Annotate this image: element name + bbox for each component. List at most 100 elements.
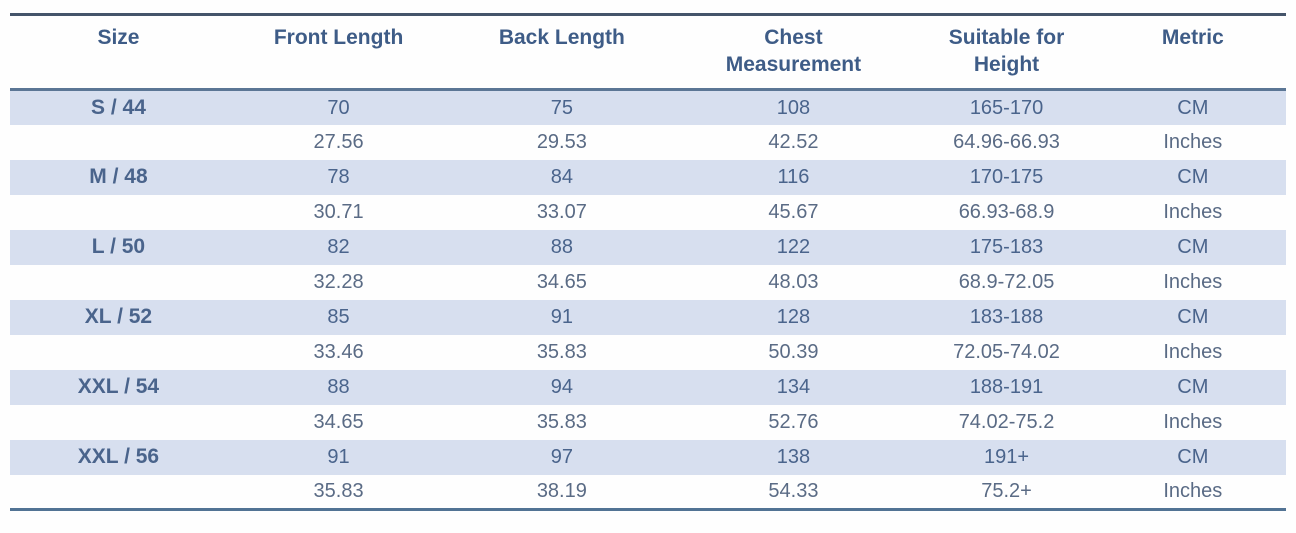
chest-cell: 52.76 xyxy=(768,411,819,433)
front-length-cell: 82 xyxy=(327,236,350,258)
header-suitable-height-label: Suitable for Height xyxy=(948,26,1065,76)
chest-cell: 138 xyxy=(776,446,811,468)
height-cell: 165-170 xyxy=(969,96,1044,119)
header-front-length: Front Length xyxy=(227,15,450,90)
size-cell xyxy=(10,195,227,230)
chest-cell: 134 xyxy=(776,376,811,398)
height-cell: 175-183 xyxy=(969,236,1044,258)
chest-cell: 128 xyxy=(776,306,811,328)
front-length-cell: 32.28 xyxy=(313,271,364,293)
front-length-cell: 33.46 xyxy=(313,341,364,363)
size-chart-table: Size Front Length Back Length Chest Meas… xyxy=(10,13,1286,511)
metric-cell: Inches xyxy=(1163,201,1223,223)
chest-cell: 116 xyxy=(777,166,810,188)
back-length-cell: 34.65 xyxy=(536,271,587,293)
chest-cell: 45.67 xyxy=(768,201,819,223)
size-cell xyxy=(10,405,227,440)
metric-cell: Inches xyxy=(1163,271,1223,293)
back-length-cell: 75 xyxy=(550,96,573,119)
metric-cell: Inches xyxy=(1163,411,1223,433)
front-length-cell: 91 xyxy=(327,446,350,468)
metric-cell: CM xyxy=(1177,376,1209,398)
back-length-cell: 35.83 xyxy=(536,341,587,363)
table-row-xxl54-inches: 34.65 35.83 52.76 74.02-75.2 Inches xyxy=(10,404,1286,440)
table-row-s44-cm: S / 44 70 75 108 165-170 CM xyxy=(10,89,1286,125)
chest-cell: 108 xyxy=(776,96,811,119)
metric-cell: CM xyxy=(1177,236,1209,258)
size-cell xyxy=(10,265,227,300)
back-length-cell: 29.53 xyxy=(536,131,587,153)
back-length-cell: 84 xyxy=(550,166,573,188)
table-row-m48-inches: 30.71 33.07 45.67 66.93-68.9 Inches xyxy=(10,194,1286,230)
header-back-length-label: Back Length xyxy=(498,26,625,49)
metric-cell: Inches xyxy=(1163,480,1223,503)
front-length-cell: 35.83 xyxy=(313,480,364,503)
height-cell: 75.2+ xyxy=(981,480,1032,503)
front-length-cell: 88 xyxy=(327,376,350,398)
size-cell: XL / 52 xyxy=(84,305,153,328)
table-body: S / 44 70 75 108 165-170 CM 27.56 29.53 … xyxy=(10,89,1286,510)
height-cell: 191+ xyxy=(983,446,1030,468)
header-back-length: Back Length xyxy=(450,15,673,90)
size-cell: M / 48 xyxy=(89,165,148,188)
front-length-cell: 70 xyxy=(327,96,350,119)
chest-cell: 48.03 xyxy=(768,271,819,293)
height-cell: 64.96-66.93 xyxy=(953,131,1060,153)
table-row-l50-inches: 32.28 34.65 48.03 68.9-72.05 Inches xyxy=(10,264,1286,300)
table-row-xl52-cm: XL / 52 85 91 128 183-188 CM xyxy=(10,299,1286,335)
metric-cell: CM xyxy=(1177,166,1209,188)
size-cell xyxy=(10,125,227,160)
table-row-l50-cm: L / 50 82 88 122 175-183 CM xyxy=(10,229,1286,265)
front-length-cell: 34.65 xyxy=(313,411,364,433)
chest-cell: 50.39 xyxy=(768,341,819,363)
table-row-s44-inches: 27.56 29.53 42.52 64.96-66.93 Inches xyxy=(10,124,1286,160)
size-cell xyxy=(10,475,227,510)
header-size: Size xyxy=(10,15,227,90)
table-header: Size Front Length Back Length Chest Meas… xyxy=(10,15,1286,90)
back-length-cell: 35.83 xyxy=(536,411,587,433)
chest-cell: 122 xyxy=(776,236,811,258)
height-cell: 188-191 xyxy=(969,376,1044,398)
front-length-cell: 78 xyxy=(327,166,350,188)
height-cell: 183-188 xyxy=(969,306,1044,328)
back-length-cell: 91 xyxy=(550,306,573,328)
table-row-xxl56-cm: XXL / 56 91 97 138 191+ CM xyxy=(10,439,1286,475)
size-cell xyxy=(10,335,227,370)
header-size-label: Size xyxy=(97,26,140,49)
height-cell: 74.02-75.2 xyxy=(958,411,1055,433)
size-cell: XXL / 54 xyxy=(77,375,160,398)
metric-cell: CM xyxy=(1177,306,1209,328)
metric-cell: CM xyxy=(1177,446,1209,468)
metric-cell: Inches xyxy=(1163,131,1223,153)
back-length-cell: 33.07 xyxy=(536,201,587,223)
front-length-cell: 85 xyxy=(327,306,350,328)
table-row-xxl54-cm: XXL / 54 88 94 134 188-191 CM xyxy=(10,369,1286,405)
height-cell: 72.05-74.02 xyxy=(953,341,1060,363)
table-row-m48-cm: M / 48 78 84 116 170-175 CM xyxy=(10,159,1286,195)
header-metric-label: Metric xyxy=(1161,26,1224,49)
front-length-cell: 30.71 xyxy=(313,201,364,223)
header-row: Size Front Length Back Length Chest Meas… xyxy=(10,15,1286,90)
height-cell: 66.93-68.9 xyxy=(958,201,1055,223)
table-row-xxl56-inches: 35.83 38.19 54.33 75.2+ Inches xyxy=(10,474,1286,510)
back-length-cell: 88 xyxy=(550,236,573,258)
back-length-cell: 94 xyxy=(550,376,573,398)
height-cell: 170-175 xyxy=(969,166,1044,188)
back-length-cell: 38.19 xyxy=(536,480,587,503)
height-cell: 68.9-72.05 xyxy=(958,271,1055,293)
size-cell: S / 44 xyxy=(91,95,146,119)
chest-cell: 42.52 xyxy=(768,131,819,153)
header-chest-measurement: Chest Measurement xyxy=(674,15,914,90)
metric-cell: CM xyxy=(1177,96,1209,119)
chest-cell: 54.33 xyxy=(768,480,819,503)
front-length-cell: 27.56 xyxy=(313,131,364,153)
header-suitable-height: Suitable for Height xyxy=(913,15,1099,90)
header-chest-measurement-label: Chest Measurement xyxy=(725,26,862,76)
size-cell: XXL / 56 xyxy=(77,445,160,468)
table-row-xl52-inches: 33.46 35.83 50.39 72.05-74.02 Inches xyxy=(10,334,1286,370)
back-length-cell: 97 xyxy=(550,446,573,468)
size-cell: L / 50 xyxy=(91,235,146,258)
header-front-length-label: Front Length xyxy=(273,26,404,49)
metric-cell: Inches xyxy=(1163,341,1223,363)
